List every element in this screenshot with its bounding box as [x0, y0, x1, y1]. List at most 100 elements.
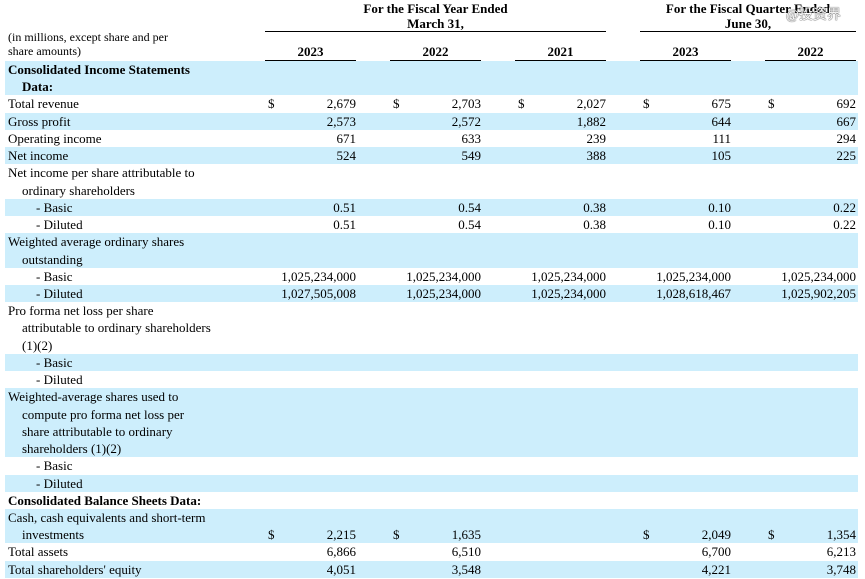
column-year: 2021 [547, 44, 574, 59]
section-title: Consolidated Income Statements [8, 62, 190, 77]
row-shade [5, 198, 858, 217]
row-label: Weighted-average shares used to [8, 389, 179, 405]
cell-value: 1,027,505,008 [281, 285, 356, 301]
cell-value: 105 [711, 148, 732, 164]
cell-value: 1,025,902,205 [781, 285, 856, 301]
row-label: outstanding [22, 251, 83, 267]
cell-value: 294 [836, 130, 857, 146]
watermark: @投资界 [786, 8, 841, 23]
row-shade [5, 147, 858, 165]
row-shade [5, 560, 858, 578]
group-rule [265, 31, 606, 32]
group-title: June 30, [724, 16, 772, 31]
cell-value: 692 [836, 96, 857, 112]
cell-value: 1,025,234,000 [406, 285, 481, 301]
detail-label: - Diluted [36, 285, 83, 301]
cell-value: 2,215 [326, 527, 356, 543]
row-label: ordinary shareholders [22, 182, 135, 198]
cell-value: 6,213 [826, 544, 856, 560]
cell-value: 3,748 [826, 561, 856, 577]
row-label: Net income per share attributable to [8, 165, 195, 181]
detail-label: - Diluted [36, 217, 83, 233]
cell-value: 1,025,234,000 [531, 268, 606, 284]
cell-value: 2,572 [451, 113, 481, 129]
section-title: Data: [22, 79, 54, 95]
row-label: Gross profit [8, 113, 71, 129]
cell-value: 1,028,618,467 [656, 285, 731, 301]
column-rule [640, 60, 731, 61]
currency-sign: $ [518, 96, 525, 112]
cell-value: 633 [461, 130, 482, 146]
currency-sign: $ [268, 527, 275, 543]
cell-value: 2,703 [451, 96, 481, 112]
row-label: Weighted average ordinary shares [8, 234, 185, 250]
cell-value: 0.54 [458, 217, 481, 233]
row-shade [5, 353, 858, 372]
column-rule [390, 60, 481, 61]
cell-value: 644 [711, 113, 732, 129]
header-note: share amounts) [8, 44, 81, 58]
cell-value: 671 [336, 130, 357, 146]
cell-value: 1,635 [451, 527, 481, 543]
cell-value: 1,025,234,000 [781, 268, 856, 284]
group-title: For the Fiscal Quarter Ended [665, 1, 831, 16]
cell-value: 1,025,234,000 [531, 285, 606, 301]
group-title: For the Fiscal Year Ended [363, 1, 508, 16]
row-shade [5, 233, 858, 268]
currency-sign: $ [643, 527, 650, 543]
cell-value: 2,679 [326, 96, 356, 112]
cell-value: 1,025,234,000 [406, 268, 481, 284]
row-label: Total shareholders' equity [8, 561, 142, 577]
column-year: 2023 [297, 44, 324, 59]
row-shade [5, 284, 858, 303]
row-label: Net income [8, 148, 69, 164]
cell-value: 667 [836, 113, 857, 129]
row-label: attributable to ordinary shareholders [22, 320, 211, 336]
cell-value: 239 [586, 130, 607, 146]
cell-value: 0.51 [333, 199, 356, 215]
cell-value: 524 [336, 148, 357, 164]
section-title: Consolidated Balance Sheets Data: [8, 492, 202, 508]
cell-value: 1,025,234,000 [656, 268, 731, 284]
cell-value: 0.22 [833, 199, 856, 215]
currency-sign: $ [393, 527, 400, 543]
cell-value: 6,700 [701, 544, 731, 560]
cell-value: 4,051 [326, 561, 356, 577]
column-rule [765, 60, 856, 61]
cell-value: 388 [586, 148, 607, 164]
cell-value: 2,027 [576, 96, 606, 112]
cell-value: 0.10 [708, 199, 731, 215]
column-rule [265, 60, 356, 61]
cell-value: 111 [712, 130, 731, 146]
column-year: 2022 [797, 44, 824, 59]
cell-value: 0.10 [708, 217, 731, 233]
currency-sign: $ [768, 96, 775, 112]
cell-value: 6,866 [326, 544, 356, 560]
column-year: 2023 [672, 44, 699, 59]
cell-value: 675 [711, 96, 732, 112]
cell-value: 225 [836, 148, 857, 164]
cell-value: 0.22 [833, 217, 856, 233]
detail-label: - Diluted [36, 372, 83, 388]
cell-value: 549 [461, 148, 482, 164]
row-label: Pro forma net loss per share [8, 303, 154, 319]
cell-value: 0.38 [583, 217, 606, 233]
cell-value: 4,221 [701, 561, 731, 577]
cell-value: 1,354 [826, 527, 856, 543]
detail-label: - Basic [36, 458, 73, 474]
currency-sign: $ [393, 96, 400, 112]
row-label: Total assets [8, 544, 69, 560]
header-note: (in millions, except share and per [8, 30, 168, 44]
row-label: Cash, cash equivalents and short-term [8, 509, 206, 525]
row-label: Total revenue [8, 96, 79, 112]
row-label: Operating income [8, 130, 102, 146]
row-shade [5, 112, 858, 130]
detail-label: - Diluted [36, 475, 83, 491]
group-title: March 31, [407, 16, 464, 31]
currency-sign: $ [768, 527, 775, 543]
cell-value: 2,049 [701, 527, 731, 543]
cell-value: 0.51 [333, 217, 356, 233]
detail-label: - Basic [36, 354, 73, 370]
cell-value: 0.38 [583, 199, 606, 215]
row-label: investments [22, 527, 85, 543]
